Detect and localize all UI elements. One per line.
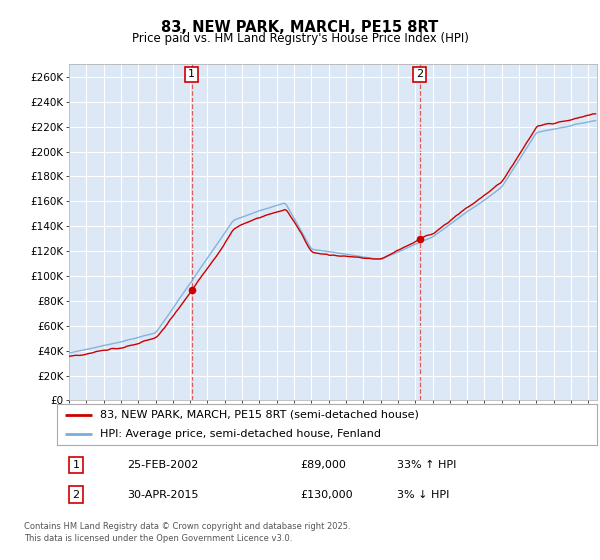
Text: 2: 2: [416, 69, 423, 80]
Text: 25-FEB-2002: 25-FEB-2002: [127, 460, 199, 470]
Text: HPI: Average price, semi-detached house, Fenland: HPI: Average price, semi-detached house,…: [100, 429, 381, 438]
Text: Price paid vs. HM Land Registry's House Price Index (HPI): Price paid vs. HM Land Registry's House …: [131, 32, 469, 45]
Text: 30-APR-2015: 30-APR-2015: [127, 489, 199, 500]
Text: 1: 1: [188, 69, 195, 80]
Text: 33% ↑ HPI: 33% ↑ HPI: [397, 460, 457, 470]
Text: £89,000: £89,000: [300, 460, 346, 470]
Text: 3% ↓ HPI: 3% ↓ HPI: [397, 489, 449, 500]
Text: 1: 1: [73, 460, 79, 470]
Text: 83, NEW PARK, MARCH, PE15 8RT (semi-detached house): 83, NEW PARK, MARCH, PE15 8RT (semi-deta…: [100, 409, 419, 419]
Text: £130,000: £130,000: [300, 489, 353, 500]
Text: Contains HM Land Registry data © Crown copyright and database right 2025.
This d: Contains HM Land Registry data © Crown c…: [24, 522, 350, 543]
Text: 83, NEW PARK, MARCH, PE15 8RT: 83, NEW PARK, MARCH, PE15 8RT: [161, 20, 439, 35]
Text: 2: 2: [73, 489, 79, 500]
